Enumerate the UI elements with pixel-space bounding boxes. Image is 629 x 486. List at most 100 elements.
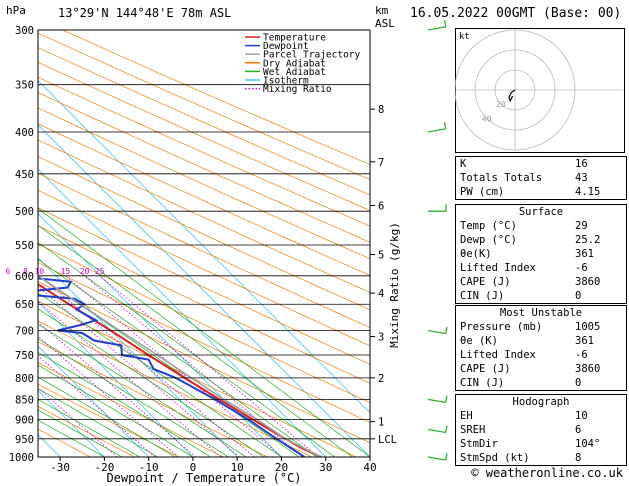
wind-barb (427, 326, 448, 335)
hodograph-trace (508, 89, 516, 103)
hodograph-ring-label: 20 (496, 100, 506, 109)
surface-value: 25.2 (575, 234, 601, 246)
surface-value: 0 (575, 290, 582, 302)
most-unstable-key: Pressure (mb) (460, 321, 543, 333)
hodograph-stat-value: 6 (575, 424, 582, 436)
legend-label: Dewpoint (263, 41, 309, 52)
hodograph-stat-row: StmDir 104° (456, 437, 626, 451)
temperature-tick-label: 10 (231, 461, 244, 474)
index-row: Totals Totals 43 (456, 171, 626, 185)
mixing-ratio-tick-label: 8 (23, 267, 28, 276)
height-tick-label: 2 (378, 373, 384, 385)
hodograph-stat-row: EH 10 (456, 409, 626, 423)
surface-key: Dewp (°C) (460, 234, 517, 246)
most-unstable-panel: Most Unstable Pressure (mb) 1005 θe (K) 361… (455, 305, 627, 391)
dry-adiabat-line (38, 383, 180, 457)
hodograph-stat-value: 8 (575, 452, 582, 464)
temperature-tick-label: 20 (275, 461, 288, 474)
dewpoint-line (38, 277, 306, 457)
mixing-ratio-tick-label: 15 (61, 267, 71, 276)
index-row: PW (cm) 4.15 (456, 185, 626, 199)
asl-unit-label: ASL (375, 17, 395, 30)
surface-value: 3860 (575, 276, 601, 288)
footer-credit: © weatheronline.co.uk (471, 466, 623, 480)
most-unstable-row: CAPE (J) 3860 (456, 362, 626, 376)
height-tick-label: LCL (378, 434, 397, 446)
temperature-tick-label: 30 (319, 461, 332, 474)
index-key: K (460, 158, 467, 170)
surface-row: CAPE (J) 3860 (456, 275, 626, 289)
pressure-tick-label: 850 (15, 394, 34, 406)
temperature-tick-label: -10 (139, 461, 159, 474)
hodograph-stat-key: StmSpd (kt) (460, 452, 530, 464)
datetime-title: 16.05.2022 00GMT (Base: 00) (410, 6, 622, 21)
surface-row: CIN (J) 0 (456, 289, 626, 303)
pressure-tick-label: 700 (15, 326, 34, 338)
wet-adiabat-line (38, 323, 247, 457)
hodograph-panel: Hodograph EH 10 SREH 6 StmDir 104° StmSpd (kt)… (455, 394, 627, 466)
wet-adiabat-line (38, 376, 176, 457)
dry-adiabat-line (38, 32, 370, 181)
most-unstable-value: -6 (575, 349, 588, 361)
pressure-tick-label: 750 (15, 350, 34, 362)
index-key: PW (cm) (460, 186, 505, 198)
location-title: 13°29'N 144°48'E 78m ASL (58, 6, 232, 20)
wind-barb (427, 121, 447, 133)
x-axis-label: Dewpoint / Temperature (°C) (106, 471, 301, 485)
height-tick-label: 6 (378, 200, 384, 212)
surface-row: Lifted Index -6 (456, 261, 626, 275)
surface-value: -6 (575, 262, 588, 274)
temperature-tick-label: -20 (94, 461, 114, 474)
mixing-ratio-line (39, 275, 255, 457)
isotherm-line (0, 30, 16, 457)
dry-adiabat-line (38, 123, 370, 276)
height-tick-label: 1 (378, 417, 384, 429)
most-unstable-row: Lifted Index -6 (456, 348, 626, 362)
dry-adiabat-line (62, 30, 370, 165)
most-unstable-value: 1005 (575, 321, 601, 333)
pressure-unit-label: hPa (6, 4, 26, 17)
temperature-tick-label: -30 (50, 461, 70, 474)
index-value: 4.15 (575, 186, 601, 198)
most-unstable-value: 3860 (575, 363, 601, 375)
surface-key: CAPE (J) (460, 276, 511, 288)
legend-label: Isotherm (263, 76, 309, 87)
index-value: 43 (575, 172, 588, 184)
dry-adiabat-line (38, 47, 370, 196)
surface-key: Lifted Index (460, 262, 536, 274)
dry-adiabat-line (38, 320, 312, 457)
dry-adiabat-line (38, 107, 370, 260)
mixing-ratio-tick-label: 25 (95, 267, 105, 276)
wet-adiabat-line (38, 308, 264, 457)
legend-label: Wet Adiabat (263, 67, 326, 78)
surface-key: θe(K) (460, 248, 492, 260)
pressure-tick-label: 1000 (9, 452, 34, 464)
surface-panel: Surface Temp (°C) 29 Dewp (°C) 25.2 θe(K) 361… (455, 204, 627, 304)
pressure-tick-label: 550 (15, 240, 34, 252)
mixing-ratio-tick-label: 10 (34, 267, 44, 276)
wind-barb (427, 425, 448, 434)
surface-value: 361 (575, 248, 594, 260)
surface-row: Dewp (°C) 25.2 (456, 233, 626, 247)
dry-adiabat-line (38, 362, 224, 457)
hodograph-stat-key: EH (460, 410, 473, 422)
most-unstable-value: 0 (575, 377, 582, 389)
wind-barb (427, 19, 447, 31)
legend-label: Parcel Trajectory (263, 50, 361, 61)
most-unstable-value: 361 (575, 335, 594, 347)
mixing-ratio-line (38, 285, 240, 457)
surface-value: 29 (575, 220, 588, 232)
most-unstable-row: CIN (J) 0 (456, 376, 626, 390)
hodograph-stat-row: SREH 6 (456, 423, 626, 437)
dry-adiabat-line (38, 139, 370, 293)
most-unstable-key: CAPE (J) (460, 363, 511, 375)
hodograph-title: Hodograph (512, 396, 570, 408)
wet-adiabat-line (38, 351, 211, 457)
isotherm-line (38, 301, 194, 457)
dry-adiabat-line (38, 243, 370, 404)
isotherm-line (38, 80, 370, 414)
wind-barb (427, 453, 448, 461)
indices-panel: K 16 Totals Totals 43 PW (cm) 4.15 (455, 156, 627, 200)
hodograph-stat-row: StmSpd (kt) 8 (456, 451, 626, 465)
